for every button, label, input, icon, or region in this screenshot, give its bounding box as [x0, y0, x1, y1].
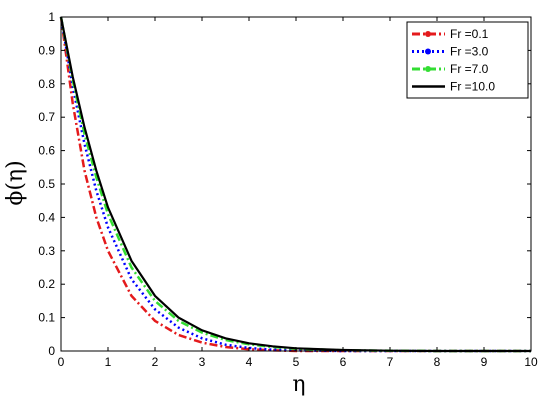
- legend-label-3: Fr =7.0: [450, 62, 489, 76]
- y-tick-label: 0: [48, 344, 55, 358]
- x-tick-label: 8: [434, 355, 441, 369]
- legend: Fr =0.1 Fr =3.0 Fr =7.0 Fr =10.0: [406, 21, 529, 99]
- y-tick-label: 1: [48, 10, 55, 24]
- y-tick-label: 0.8: [38, 77, 55, 91]
- x-tick-label: 9: [481, 355, 488, 369]
- y-tick-label: 0.5: [38, 177, 55, 191]
- tick-labels: 0 1 2 3 4 5 6 7 8 9 10 0 0.1 0.2 0.3 0.4 0.5 0.6 0.7 0.8 0.9…: [38, 10, 538, 369]
- x-tick-label: 2: [152, 355, 159, 369]
- y-tick-label: 0.6: [38, 144, 55, 158]
- x-tick-label: 3: [199, 355, 206, 369]
- legend-label-2: Fr =3.0: [450, 45, 489, 59]
- y-axis-label: ϕ(η): [3, 160, 28, 205]
- y-tick-label: 0.4: [38, 210, 55, 224]
- tick-marks: [60, 16, 532, 352]
- x-tick-label: 7: [387, 355, 394, 369]
- x-tick-label: 4: [246, 355, 253, 369]
- y-tick-label: 0.9: [38, 43, 55, 57]
- y-tick-label: 0.3: [38, 244, 55, 258]
- y-tick-label: 0.7: [38, 110, 55, 124]
- legend-marker-2: [425, 48, 431, 55]
- x-tick-label: 1: [105, 355, 112, 369]
- x-tick-label: 10: [524, 355, 538, 369]
- legend-label-4: Fr =10.0: [450, 80, 495, 94]
- x-tick-label: 5: [293, 355, 300, 369]
- legend-marker-1: [425, 31, 431, 37]
- y-tick-label: 0.2: [38, 277, 55, 291]
- legend-marker-3: [425, 66, 431, 72]
- x-tick-label: 6: [340, 355, 347, 369]
- x-axis-label: η: [292, 372, 305, 397]
- y-tick-label: 0.1: [38, 311, 55, 325]
- legend-label-1: Fr =0.1: [450, 27, 489, 41]
- x-tick-label: 0: [58, 355, 65, 369]
